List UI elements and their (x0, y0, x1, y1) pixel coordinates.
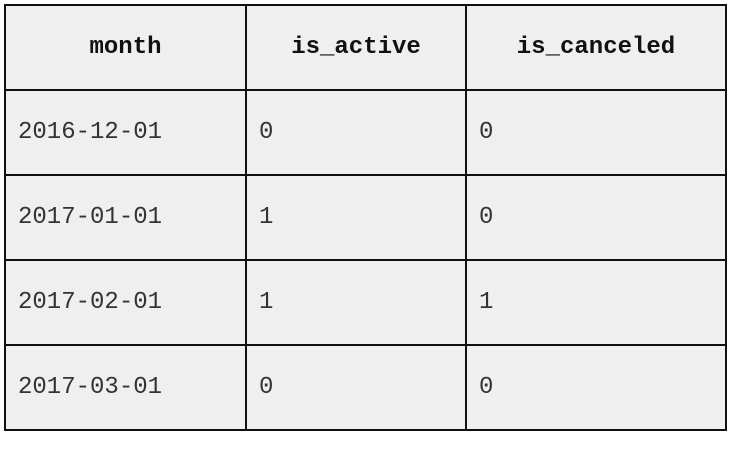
cell-month: 2017-02-01 (4, 259, 247, 346)
cell-month: 2016-12-01 (4, 89, 247, 176)
cell-is-canceled: 0 (465, 174, 727, 261)
table-row: 2017-03-01 0 0 (4, 344, 727, 431)
table-row: 2017-01-01 1 0 (4, 174, 727, 261)
cell-is-canceled: 1 (465, 259, 727, 346)
cell-is-active: 0 (245, 344, 467, 431)
column-header-month: month (4, 4, 247, 91)
cell-month: 2017-03-01 (4, 344, 247, 431)
cell-is-active: 1 (245, 174, 467, 261)
cell-is-canceled: 0 (465, 89, 727, 176)
cell-month: 2017-01-01 (4, 174, 247, 261)
header-row: month is_active is_canceled (4, 4, 727, 91)
table-row: 2016-12-01 0 0 (4, 89, 727, 176)
table-row: 2017-02-01 1 1 (4, 259, 727, 346)
data-table: month is_active is_canceled 2016-12-01 0… (4, 4, 727, 431)
cell-is-active: 0 (245, 89, 467, 176)
cell-is-canceled: 0 (465, 344, 727, 431)
column-header-is-active: is_active (245, 4, 467, 91)
cell-is-active: 1 (245, 259, 467, 346)
column-header-is-canceled: is_canceled (465, 4, 727, 91)
